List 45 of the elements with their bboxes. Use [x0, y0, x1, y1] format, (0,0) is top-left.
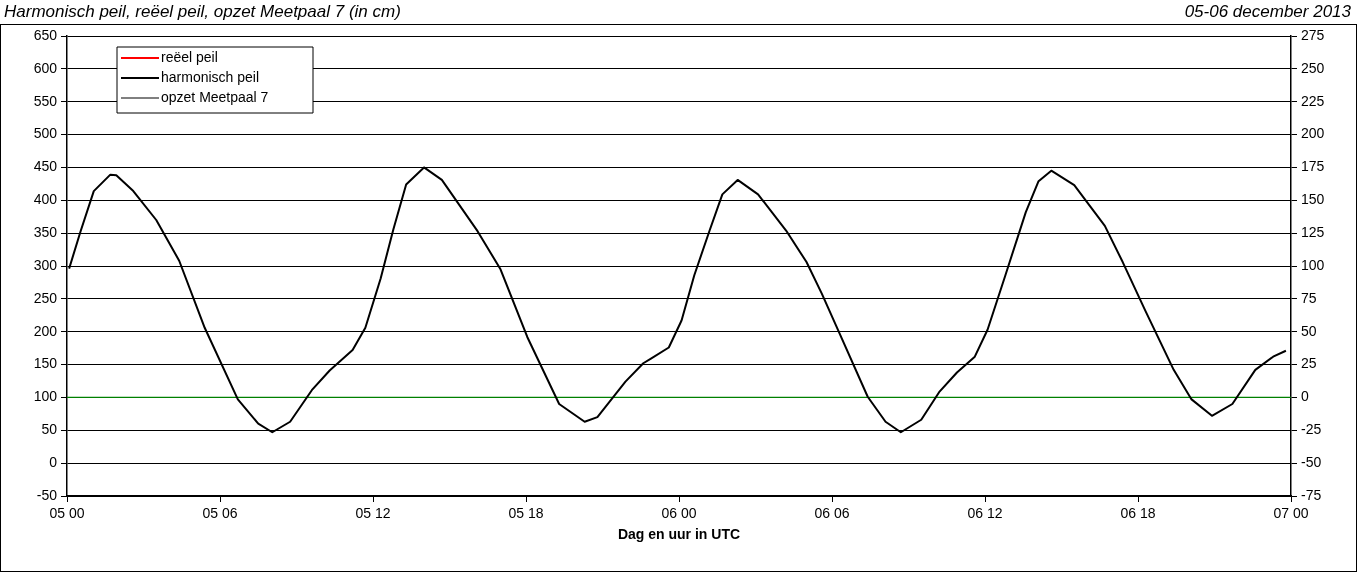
chart-title: Harmonisch peil, reëel peil, opzet Meetpaal 7 (in cm)	[4, 2, 401, 22]
y2-tick-label: 125	[1301, 224, 1325, 240]
y-tick-label: 0	[49, 454, 58, 470]
y2-tick-label: 0	[1301, 388, 1309, 405]
y2-tick-label: 225	[1301, 92, 1325, 109]
x-tick-label: 05 18	[508, 505, 544, 522]
y-tick-label: 400	[33, 191, 58, 208]
x-tick-label: 07 00	[1273, 505, 1309, 522]
y2-tick-label: -25	[1301, 421, 1322, 438]
x-tick-label: 05 00	[49, 505, 85, 522]
y2-tick-label: 175	[1301, 158, 1325, 175]
x-tick-label: 06 12	[967, 505, 1003, 522]
legend-label: harmonisch peil	[161, 68, 260, 85]
y2-tick-label: 25	[1301, 355, 1317, 372]
chart-subtitle: 05-06 december 2013	[1184, 2, 1351, 22]
legend-label: opzet Meetpaal 7	[161, 88, 269, 105]
x-axis-title: Dag en uur in UTC	[617, 526, 741, 543]
y2-tick-label: 150	[1301, 191, 1325, 208]
legend-label: reëel peil	[161, 48, 218, 65]
y2-tick-label: 250	[1301, 59, 1325, 76]
y-tick-label: 50	[41, 421, 58, 438]
y-tick-label: -50	[36, 486, 58, 503]
y-tick-label: 500	[33, 125, 58, 142]
y2-tick-label: -75	[1301, 486, 1322, 503]
y2-tick-label: 275	[1301, 26, 1325, 43]
y2-tick-label: 50	[1301, 322, 1317, 339]
y-tick-label: 150	[33, 355, 58, 372]
x-tick-label: 06 00	[661, 505, 697, 522]
y-tick-label: 250	[33, 289, 58, 306]
y-tick-label: 300	[33, 256, 58, 273]
y-tick-label: 550	[33, 92, 58, 109]
y-tick-label: 650	[33, 26, 58, 43]
x-tick-label: 05 12	[355, 505, 391, 522]
y2-tick-label: 75	[1301, 289, 1317, 306]
y-tick-label: 450	[33, 158, 58, 175]
y-tick-label: 200	[33, 322, 58, 339]
y2-tick-label: 200	[1301, 125, 1325, 142]
y-tick-label: 600	[33, 59, 58, 76]
y-tick-label: 100	[33, 388, 58, 405]
y2-tick-label: 100	[1301, 256, 1325, 273]
x-tick-label: 06 06	[814, 505, 850, 522]
x-tick-label: 06 18	[1120, 505, 1156, 522]
y2-tick-label: -50	[1301, 454, 1322, 470]
y-tick-label: 350	[33, 224, 58, 240]
x-tick-label: 05 06	[202, 505, 238, 522]
